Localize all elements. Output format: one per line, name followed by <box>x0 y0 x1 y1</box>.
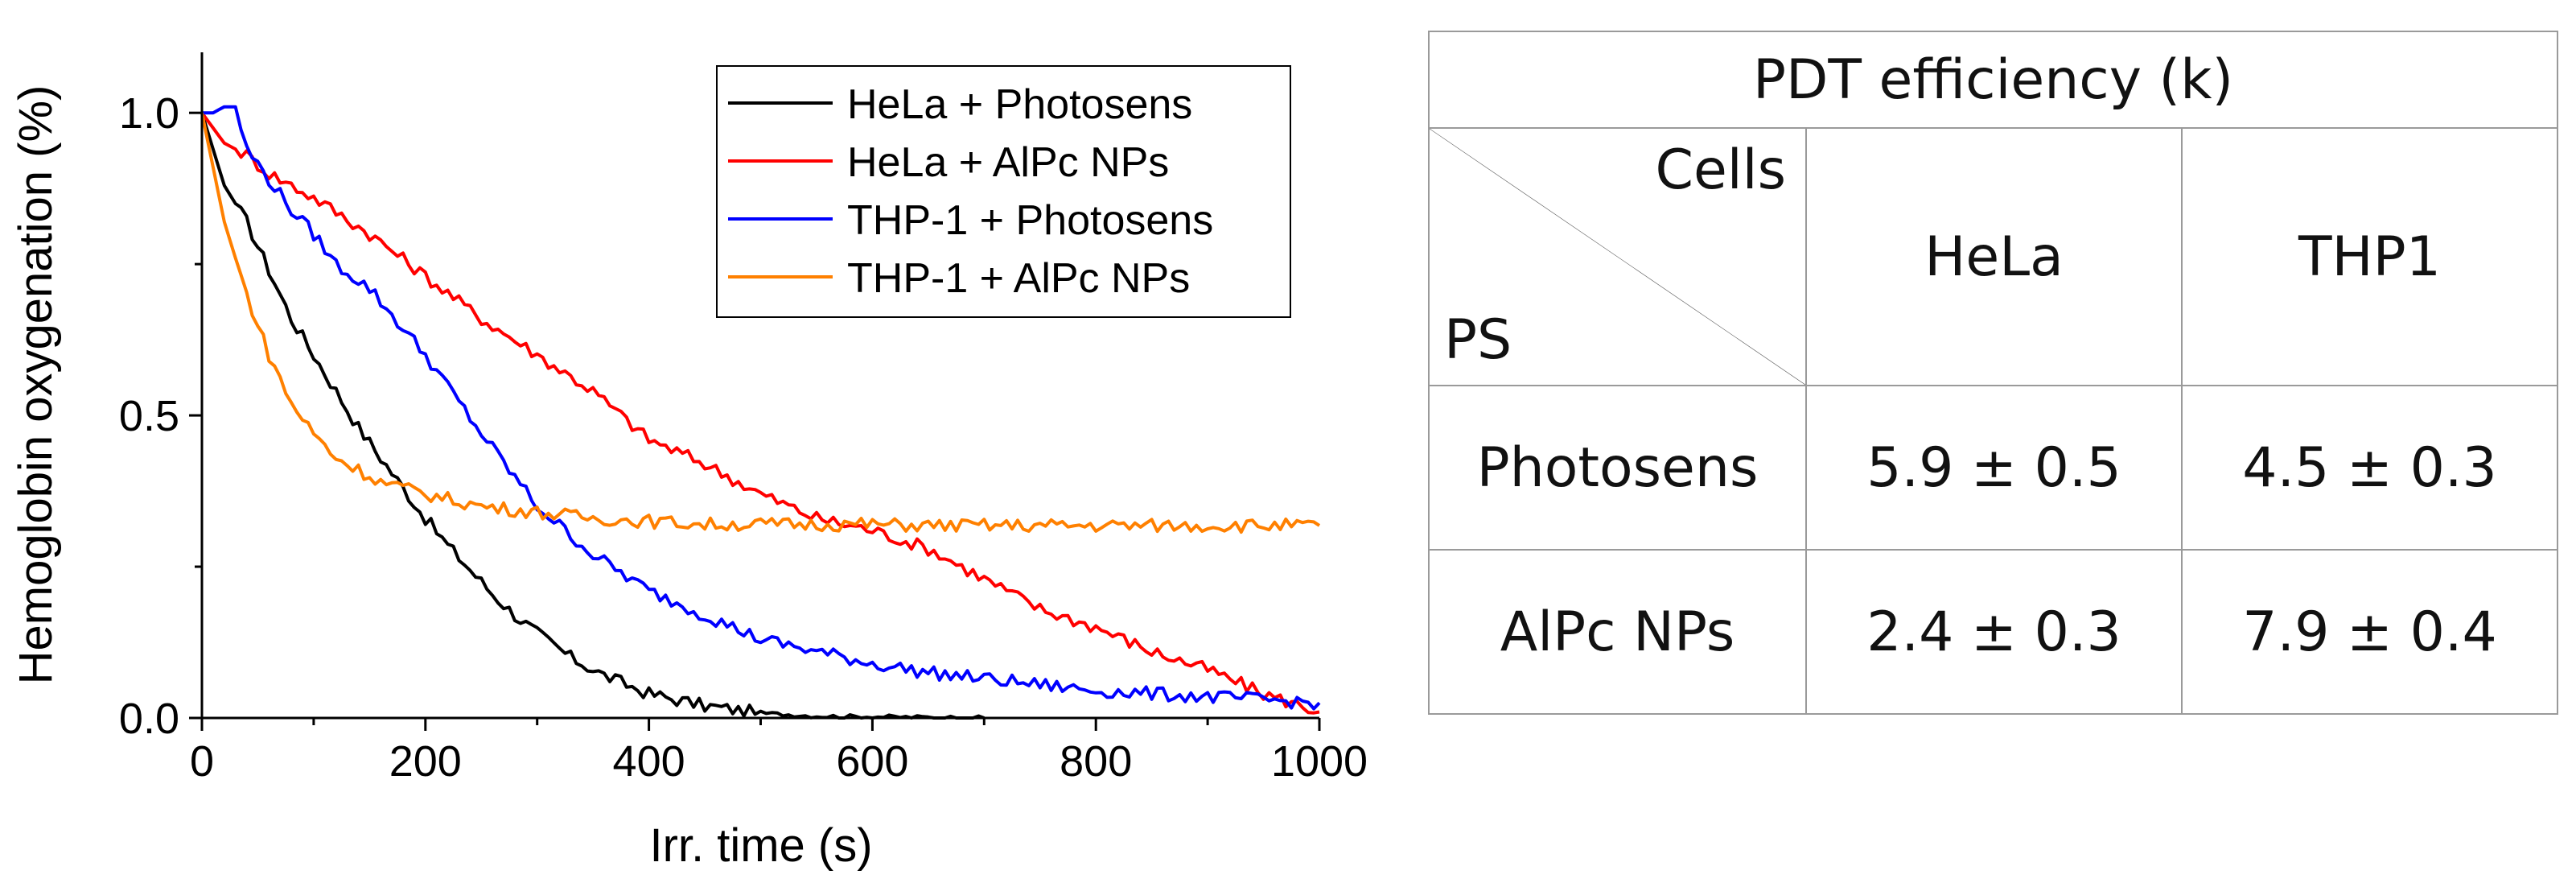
corner-diagonal <box>1430 129 1805 385</box>
y-tick-label: 0.0 <box>119 695 179 743</box>
y-axis-label: Hemoglobin oxygenation (%) <box>10 85 62 685</box>
cell-photosens-hela: 5.9 ± 0.5 <box>1805 385 2183 551</box>
y-tick-label: 0.5 <box>119 392 179 440</box>
cell-alpc-hela: 2.4 ± 0.3 <box>1805 549 2183 715</box>
column-header-thp1: THP1 <box>2181 127 2558 386</box>
legend-label: THP-1 + Photosens <box>847 197 1213 244</box>
row-label-photosens: Photosens <box>1428 385 1807 551</box>
series-line-hela-alpc-nps <box>200 112 1320 715</box>
chart-legend: HeLa + Photosens HeLa + AlPc NPs THP-1 + P… <box>716 65 1291 318</box>
x-tick-label: 1000 <box>1271 737 1368 786</box>
table-row: Photosens 5.9 ± 0.5 4.5 ± 0.3 <box>1428 385 2558 551</box>
series-line-thp-1-alpc-nps <box>200 112 1321 534</box>
series-line-hela-photosens <box>200 112 985 720</box>
row-label-alpc-nps: AlPc NPs <box>1428 549 1807 715</box>
x-tick-label: 400 <box>613 737 685 786</box>
table-corner-cell: Cells PS <box>1428 127 1807 386</box>
table-row: AlPc NPs 2.4 ± 0.3 7.9 ± 0.4 <box>1428 549 2558 715</box>
plot-area <box>200 105 1321 720</box>
x-tick-label: 800 <box>1060 737 1132 786</box>
corner-cells-label: Cells <box>1655 138 1786 202</box>
series-line-thp-1-photosens <box>202 105 1321 711</box>
line-chart: 0 200 400 600 800 1000 0.0 0.5 1.0 Irr. time (s)… <box>10 52 1368 872</box>
x-tick-label: 0 <box>190 737 214 786</box>
legend-label: HeLa + Photosens <box>847 81 1192 128</box>
pdt-efficiency-table: PDT efficiency (k) Cells PS HeLa THP1 Ph… <box>1428 31 2558 715</box>
legend-label: HeLa + AlPc NPs <box>847 139 1169 186</box>
x-tick-label: 600 <box>836 737 908 786</box>
legend-label: THP-1 + AlPc NPs <box>847 255 1190 302</box>
x-tick-label: 200 <box>389 737 462 786</box>
axis-ticks: 0 200 400 600 800 1000 0.0 0.5 1.0 <box>119 89 1368 786</box>
column-header-hela: HeLa <box>1805 127 2183 386</box>
y-tick-label: 1.0 <box>119 89 179 138</box>
corner-ps-label: PS <box>1444 308 1512 372</box>
cell-alpc-thp1: 7.9 ± 0.4 <box>2181 549 2558 715</box>
cell-photosens-thp1: 4.5 ± 0.3 <box>2181 385 2558 551</box>
x-axis-label: Irr. time (s) <box>649 819 872 872</box>
table-title: PDT efficiency (k) <box>1428 31 2558 129</box>
